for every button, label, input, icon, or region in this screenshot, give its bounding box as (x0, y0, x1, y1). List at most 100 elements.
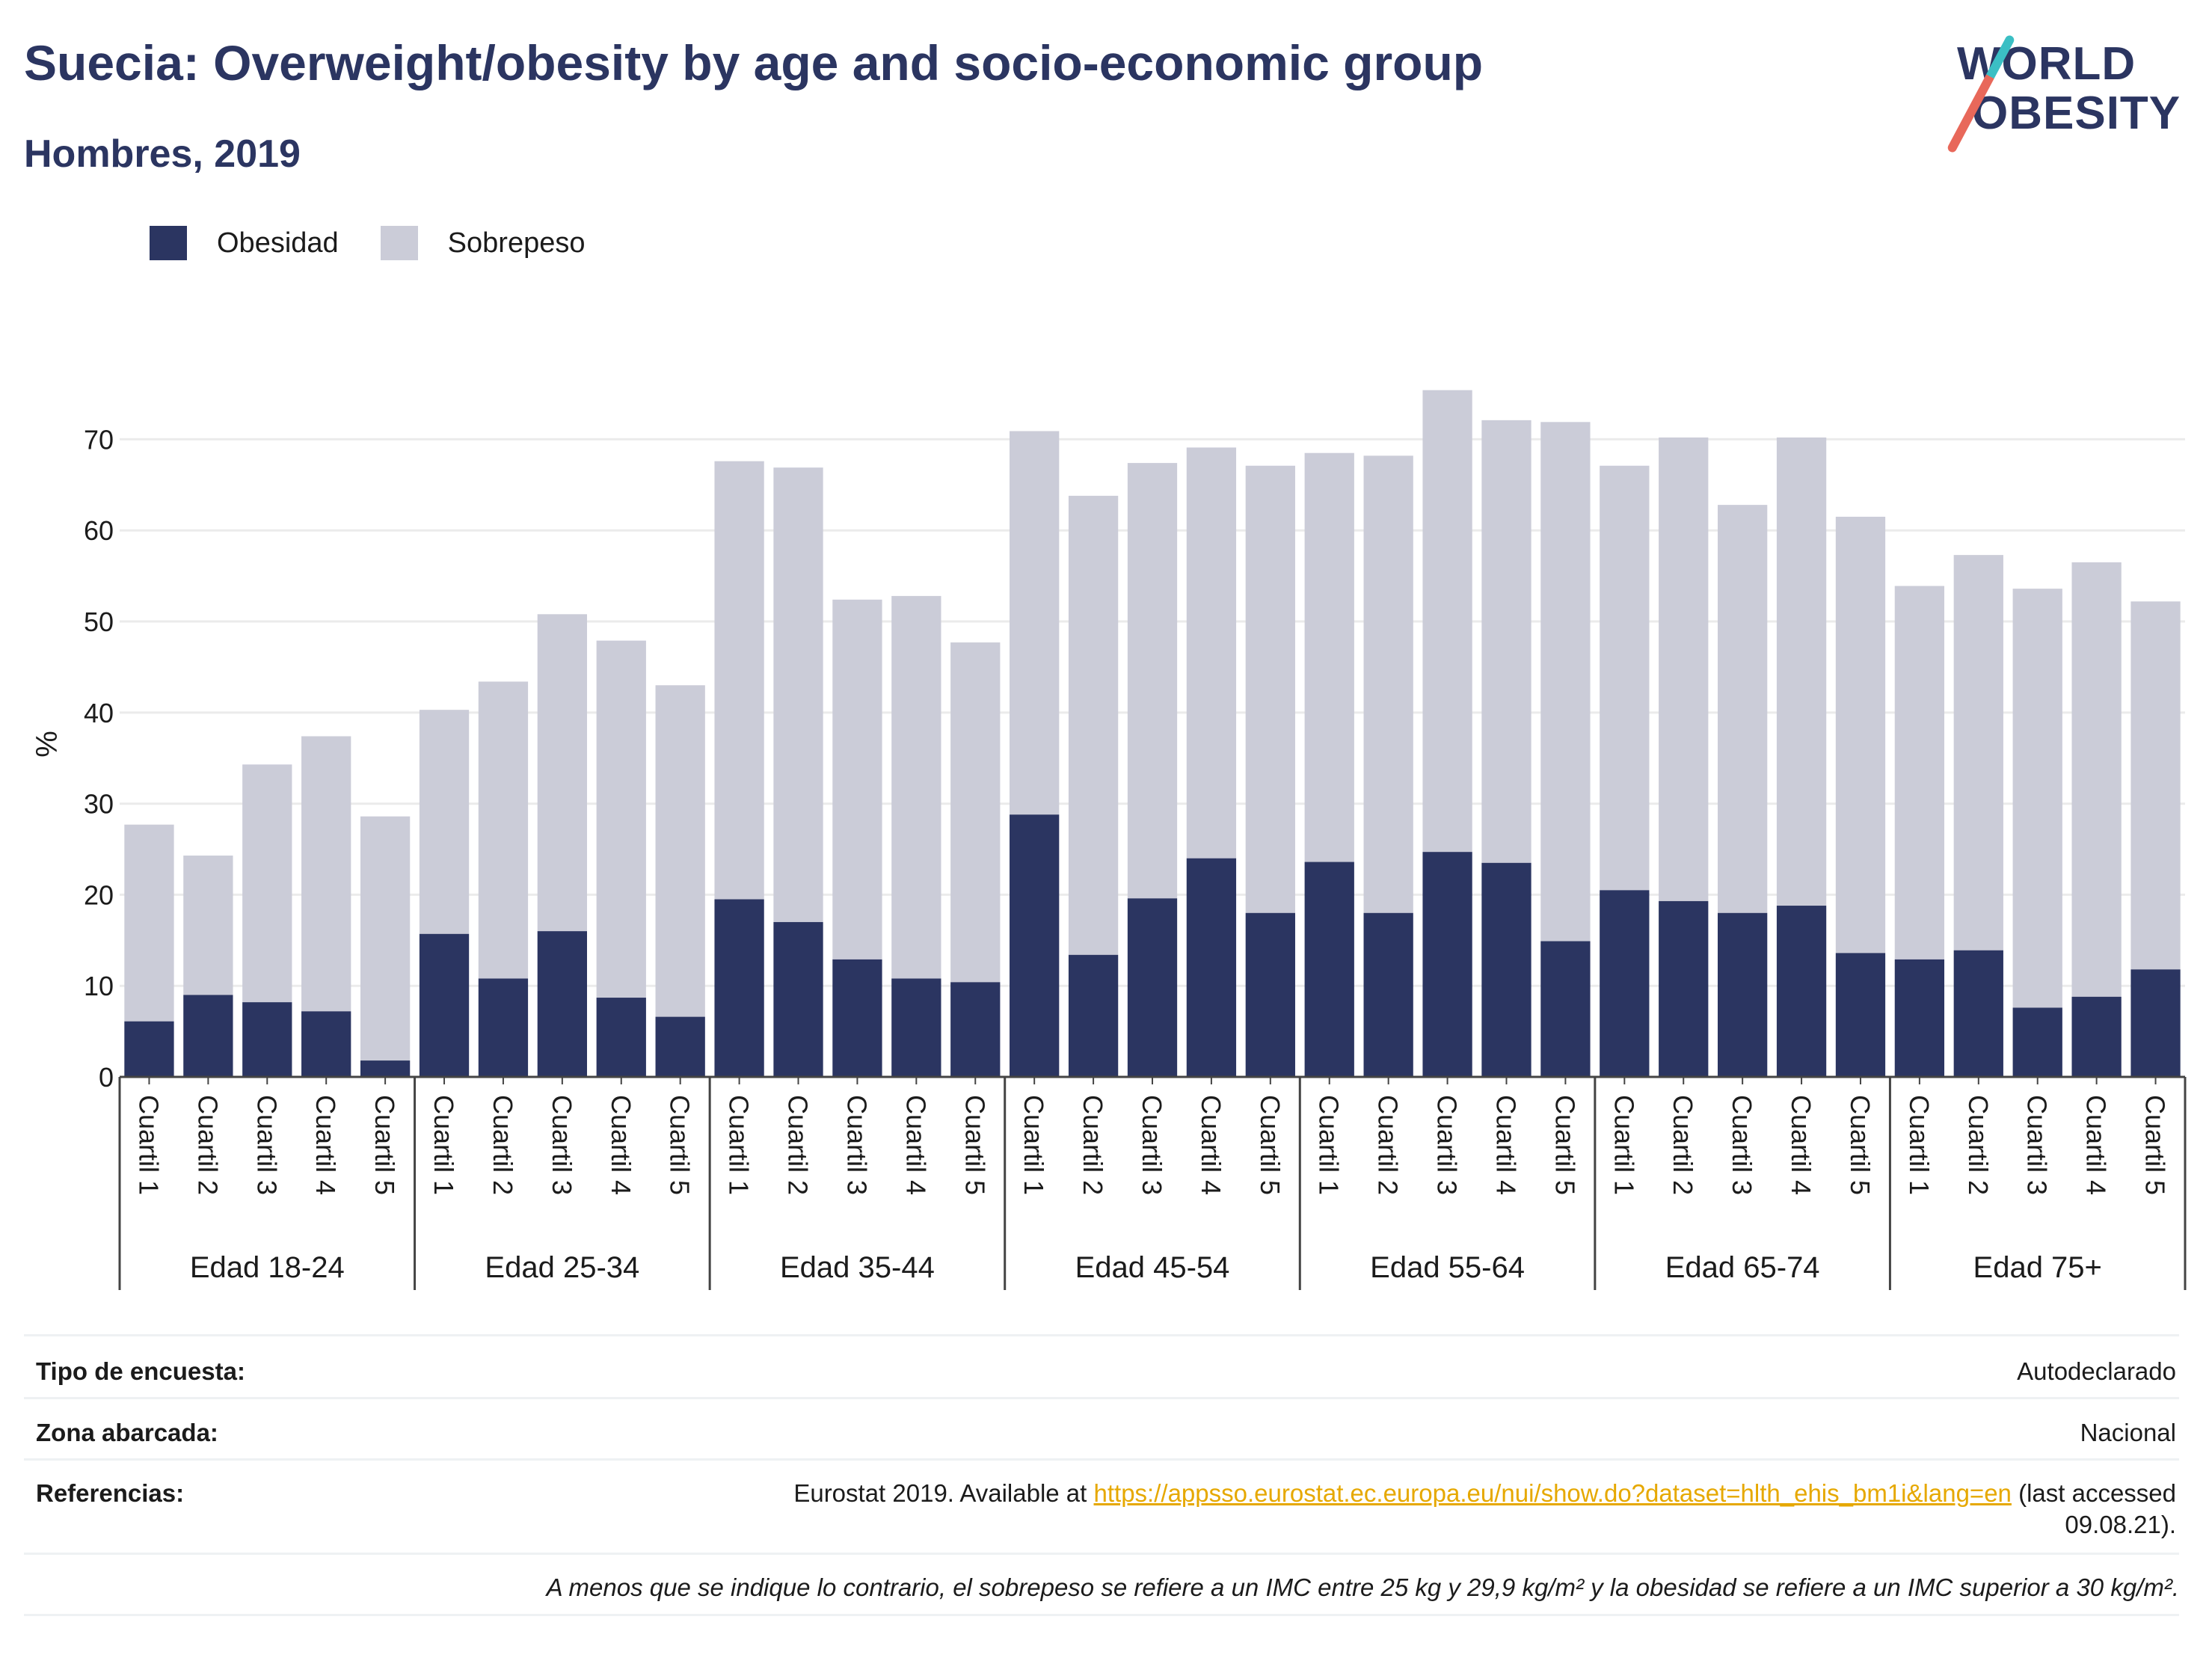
references-line-1: Eurostat 2019. Available at https://apps… (793, 1479, 2176, 1508)
info-divider (24, 1614, 2179, 1616)
x-tick-label: Cuartil 2 (192, 1095, 223, 1195)
bar-chart: 0 10 20 30 40 50 60 70% Cuartil 1 Cuartil 2 Cuarti… (31, 390, 2187, 1290)
x-tick-label: Cuartil 4 (2081, 1095, 2112, 1195)
bar-obesity (1245, 912, 1295, 1077)
x-tick-label: Cuartil 3 (1727, 1095, 1757, 1195)
legend-item-obesity[interactable]: Obesidad (150, 226, 339, 260)
bar-obesity (655, 1016, 705, 1077)
bar-obesity (1894, 959, 1945, 1077)
x-tick-label: Cuartil 3 (2022, 1095, 2053, 1195)
x-tick-label: Cuartil 2 (1668, 1095, 1698, 1195)
bar-obesity (1953, 950, 2003, 1077)
bar-overweight (1422, 390, 1472, 853)
bar-obesity (419, 933, 470, 1077)
x-tick-label: Cuartil 2 (1963, 1095, 1994, 1195)
x-tick-label: Cuartil 4 (1490, 1095, 1521, 1195)
x-tick-label: Cuartil 1 (724, 1095, 755, 1195)
bar-obesity (242, 1002, 292, 1077)
bar-overweight (1894, 586, 1945, 959)
bar-overweight (1010, 431, 1060, 815)
bar-obesity (1010, 814, 1060, 1077)
x-tick-label: Cuartil 1 (1904, 1095, 1935, 1195)
group-label: Edad 65-74 (1665, 1251, 1820, 1284)
bar-overweight (1953, 555, 2003, 951)
y-tick-label: 0 (99, 1062, 114, 1093)
bar-overweight (419, 710, 470, 934)
x-tick-label: Cuartil 4 (310, 1095, 341, 1195)
bar-obesity (1481, 862, 1531, 1077)
bar-obesity (1186, 858, 1237, 1077)
y-tick-label: 60 (84, 515, 114, 546)
bar-obesity (301, 1011, 351, 1077)
references-line-2: 09.08.21). (2065, 1511, 2176, 1538)
x-tick-label: Cuartil 3 (251, 1095, 282, 1195)
bar-obesity (478, 978, 529, 1077)
x-tick-label: Cuartil 3 (547, 1095, 577, 1195)
bar-obesity (183, 995, 233, 1077)
bar-overweight (301, 736, 351, 1012)
bar-overweight (1540, 422, 1591, 942)
survey-type-value: Autodeclarado (2017, 1357, 2176, 1385)
bar-overweight (478, 681, 529, 979)
bar-obesity (2130, 969, 2181, 1077)
info-divider (24, 1458, 2179, 1461)
world-obesity-logo: WORLD OBESITY (1946, 22, 2195, 157)
area-value: Nacional (2080, 1419, 2176, 1446)
group-label: Edad 55-64 (1370, 1251, 1525, 1284)
area-label: Zona abarcada: (36, 1419, 218, 1446)
info-divider (24, 1334, 2179, 1336)
bar-overweight (1717, 505, 1768, 913)
bar-overweight (1776, 437, 1827, 906)
legend-item-overweight[interactable]: Sobrepeso (380, 226, 586, 260)
chart-legend: Obesidad Sobrepeso (150, 224, 627, 262)
bar-overweight (1363, 455, 1413, 913)
references-label: Referencias: (36, 1479, 185, 1507)
bar-obesity (2071, 996, 2122, 1077)
info-divider (24, 1553, 2179, 1555)
group-label: Edad 18-24 (190, 1251, 345, 1284)
bar-obesity (1422, 852, 1472, 1077)
x-tick-label: Cuartil 1 (1609, 1095, 1639, 1195)
bar-overweight (596, 640, 646, 998)
x-tick-label: Cuartil 2 (488, 1095, 518, 1195)
bar-obesity (714, 899, 764, 1077)
group-label: Edad 25-34 (485, 1251, 639, 1284)
x-tick-label: Cuartil 5 (1255, 1095, 1285, 1195)
x-tick-label: Cuartil 2 (1078, 1095, 1108, 1195)
bar-overweight (1186, 447, 1237, 859)
group-label: Edad 75+ (1973, 1251, 2102, 1284)
bar-obesity (360, 1060, 411, 1077)
x-tick-label: Cuartil 5 (2140, 1095, 2171, 1195)
x-tick-label: Cuartil 5 (1549, 1095, 1580, 1195)
y-axis-title: % (31, 731, 64, 758)
bar-obesity (1304, 862, 1354, 1077)
bar-overweight (1835, 516, 1886, 954)
x-tick-label: Cuartil 5 (959, 1095, 990, 1195)
bar-obesity (1835, 953, 1886, 1077)
legend-swatch-obesity (150, 226, 187, 260)
bar-overweight (1481, 420, 1531, 863)
x-tick-label: Cuartil 3 (841, 1095, 872, 1195)
bar-overweight (124, 824, 174, 1022)
references-link[interactable]: https://appsso.eurostat.ec.europa.eu/nui… (1093, 1479, 2012, 1507)
bar-overweight (537, 614, 588, 932)
bar-overweight (891, 595, 941, 979)
y-tick-label: 50 (84, 607, 114, 637)
x-tick-label: Cuartil 4 (1196, 1095, 1226, 1195)
x-tick-label: Cuartil 5 (665, 1095, 695, 1195)
y-tick-label: 40 (84, 698, 114, 728)
group-label: Edad 45-54 (1075, 1251, 1230, 1284)
references-prefix: Eurostat 2019. Available at (793, 1479, 1094, 1507)
bar-obesity (1717, 912, 1768, 1077)
bar-overweight (1068, 495, 1119, 955)
bar-overweight (2071, 562, 2122, 997)
bar-overweight (950, 642, 1001, 983)
x-tick-label: Cuartil 4 (900, 1095, 931, 1195)
bar-overweight (714, 461, 764, 900)
bar-overweight (242, 764, 292, 1003)
legend-label-overweight: Sobrepeso (447, 227, 586, 259)
x-tick-label: Cuartil 5 (1845, 1095, 1875, 1195)
bar-overweight (1304, 452, 1354, 862)
chart-title: Suecia: Overweight/obesity by age and so… (24, 35, 1484, 90)
bar-overweight (1127, 463, 1178, 899)
